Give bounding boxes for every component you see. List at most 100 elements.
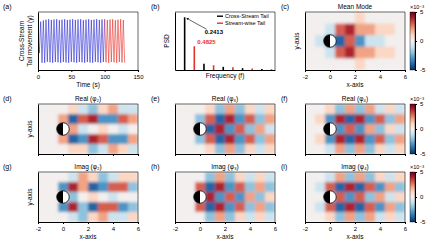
- heat-cell: [225, 192, 235, 202]
- panel: -505×10⁻³Real (φ₄)(f): [281, 95, 426, 157]
- heat-cell: [118, 212, 128, 222]
- heat-cell: [335, 212, 345, 222]
- axis-line: [176, 70, 276, 71]
- tick-mark: [415, 70, 417, 71]
- heat-cell: [195, 144, 205, 154]
- x-tick: 4: [249, 222, 253, 232]
- tick-label: 6: [137, 226, 141, 232]
- plot-frame: [38, 172, 138, 222]
- heat-cell: [245, 144, 255, 154]
- x-tick: -2: [173, 222, 179, 232]
- x-tick: [225, 154, 226, 156]
- tick-label: -2: [173, 226, 179, 232]
- x-tick: [200, 154, 201, 156]
- tick-label: 0: [199, 226, 203, 232]
- heat-cell: [375, 182, 385, 192]
- heat-cell: [315, 114, 325, 124]
- heat-cell: [225, 202, 235, 212]
- axis-line: [306, 70, 406, 71]
- heat-cell: [38, 172, 48, 182]
- panel: -20246x-axisy-axisImag (φ₂)(g): [3, 163, 141, 240]
- heat-cell: [108, 104, 118, 114]
- colorbar-axis-line: [415, 173, 416, 223]
- colorbar-tick: -5: [415, 67, 426, 73]
- heat-cell: [345, 212, 355, 222]
- heat-cell: [235, 192, 245, 202]
- heat-cell: [315, 212, 325, 222]
- heat-cell: [355, 212, 365, 222]
- tick-label: 0: [420, 126, 424, 132]
- stem: [261, 69, 263, 70]
- heat-cell: [38, 182, 48, 192]
- y-axis: [175, 105, 176, 155]
- heat-cell: [98, 212, 108, 222]
- heat-cell: [305, 124, 315, 134]
- heat-cell: [185, 134, 195, 144]
- colorbar-label: ×10⁻³: [410, 96, 424, 102]
- heat-cell: [215, 202, 225, 212]
- heat-cell: [335, 12, 345, 24]
- tick-mark: [105, 70, 106, 72]
- heat-cell: [118, 104, 128, 114]
- heat-cell: [38, 212, 48, 222]
- heat-cell: [345, 134, 355, 144]
- heat-cell: [215, 114, 225, 124]
- heat-cell: [88, 114, 98, 124]
- x-axis-title: x-axis: [347, 81, 365, 88]
- tick-mark: [415, 41, 417, 42]
- heat-cell: [355, 144, 365, 154]
- heat-cell: [78, 124, 88, 134]
- tick-mark: [405, 222, 406, 224]
- plot-frame: [175, 172, 275, 222]
- heat-cell: [98, 172, 108, 182]
- x-tick: 2: [224, 222, 228, 232]
- plot-frame: [305, 104, 405, 154]
- tick-mark: [405, 154, 406, 156]
- heat-cell: [235, 124, 245, 134]
- heat-cell: [225, 134, 235, 144]
- heat-cell: [375, 58, 385, 70]
- heat-cell: [108, 114, 118, 124]
- tick-label: 2: [354, 74, 358, 80]
- heat-cell: [355, 202, 365, 212]
- heat-cell: [395, 202, 405, 212]
- heat-cell: [38, 144, 48, 154]
- heat-cell: [325, 24, 335, 36]
- x-tick: 2: [354, 70, 358, 80]
- heat-cell: [315, 182, 325, 192]
- stem: [213, 65, 215, 70]
- x-tick: 6: [404, 222, 408, 232]
- plot-area: [305, 104, 405, 154]
- y-axis: [305, 105, 306, 155]
- heat-cell: [88, 192, 98, 202]
- tick-label: 150: [133, 74, 144, 80]
- heat-cell: [48, 134, 58, 144]
- heat-cell: [58, 104, 68, 114]
- heat-cell: [175, 212, 185, 222]
- figure-svg: 050100150Time (s)Cross-StreamTail moveme…: [0, 0, 448, 252]
- panel-label: (g): [3, 163, 12, 171]
- heat-cell: [365, 114, 375, 124]
- heat-cell: [175, 202, 185, 212]
- heat-cell: [365, 104, 375, 114]
- heat-cell: [255, 182, 265, 192]
- tick-mark: [275, 154, 276, 156]
- heat-cell: [335, 114, 345, 124]
- heat-cell: [315, 47, 325, 59]
- heat-cell: [245, 182, 255, 192]
- heat-cell: [128, 114, 138, 124]
- tick-label: 6: [404, 74, 408, 80]
- heat-cell: [385, 182, 395, 192]
- heat-cell: [48, 182, 58, 192]
- panel: y-axisReal (φ₂)(d): [3, 95, 139, 156]
- tick-mark: [200, 154, 201, 156]
- heat-cell: [305, 12, 315, 24]
- x-tick: [113, 154, 114, 156]
- colorbar-tick: 0: [415, 126, 424, 132]
- panel: -20246x-axisImag (φ₃)(h): [151, 163, 278, 240]
- heat-cell: [128, 212, 138, 222]
- x-tick: 6: [274, 222, 278, 232]
- tick-mark: [415, 222, 417, 223]
- heat-cell: [245, 104, 255, 114]
- heat-cell: [128, 202, 138, 212]
